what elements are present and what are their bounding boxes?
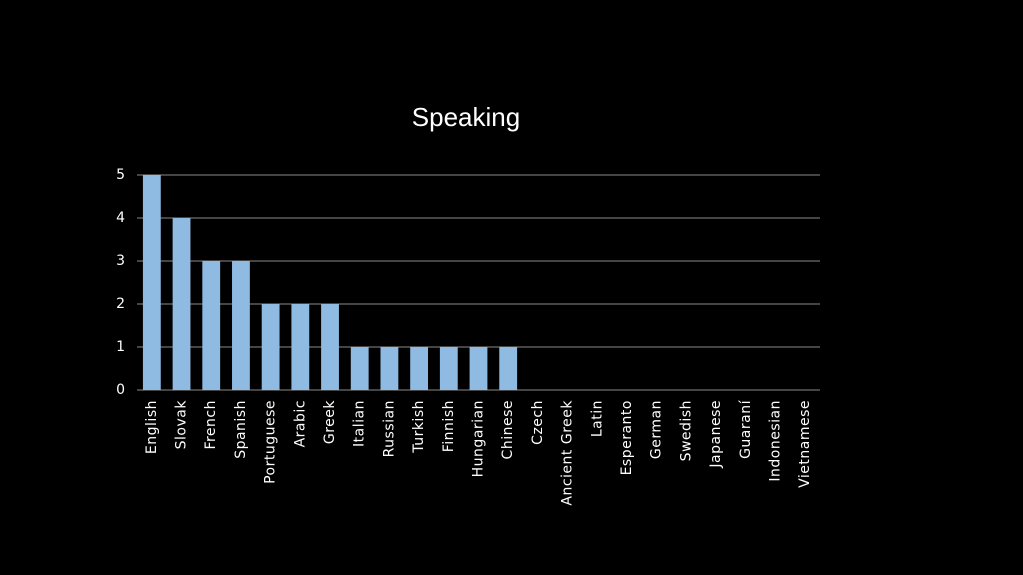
- x-tick-label: Latin: [589, 400, 605, 437]
- y-tick-label: 4: [116, 210, 125, 226]
- x-tick-label: Russian: [381, 400, 397, 457]
- y-tick-label: 3: [116, 253, 125, 269]
- x-tick-label: English: [144, 400, 160, 454]
- x-tick-label: Chinese: [500, 400, 516, 459]
- bar: [232, 261, 250, 390]
- x-tick-label: Arabic: [292, 400, 308, 447]
- y-tick-label: 2: [116, 296, 125, 312]
- x-tick-label: Spanish: [233, 400, 249, 459]
- x-tick-label: Japanese: [708, 400, 724, 469]
- x-tick-label: Esperanto: [619, 400, 635, 475]
- x-tick-label: Czech: [530, 400, 546, 445]
- x-tick-label: Portuguese: [263, 400, 279, 484]
- bar: [321, 304, 339, 390]
- x-tick-label: Swedish: [678, 400, 694, 461]
- bar: [499, 347, 518, 390]
- bar: [291, 304, 310, 390]
- x-tick-label: Turkish: [411, 400, 427, 454]
- x-tick-label: French: [203, 400, 219, 450]
- x-tick-label: Guaraní: [738, 399, 754, 459]
- y-tick-label: 5: [116, 167, 125, 183]
- x-tick-label: Ancient Greek: [560, 400, 576, 506]
- x-tick-label: Italian: [352, 400, 368, 447]
- chart-title: Speaking: [412, 102, 520, 132]
- bar: [202, 261, 221, 390]
- bar: [439, 347, 458, 390]
- bar: [142, 175, 161, 390]
- x-tick-label: Hungarian: [471, 400, 487, 477]
- bar: [469, 347, 488, 390]
- x-tick-label: Vietnamese: [797, 400, 813, 488]
- y-tick-label: 0: [116, 382, 125, 398]
- bar: [261, 304, 280, 390]
- x-tick-label: Finnish: [441, 400, 457, 452]
- x-tick-label: Indonesian: [767, 400, 783, 482]
- bar: [172, 218, 191, 390]
- bar: [350, 347, 369, 390]
- y-tick-label: 1: [116, 339, 125, 355]
- bar: [380, 347, 399, 390]
- x-tick-label: Greek: [322, 400, 338, 445]
- x-tick-label: Slovak: [174, 400, 190, 450]
- bar: [410, 347, 429, 390]
- x-tick-label: German: [649, 400, 665, 459]
